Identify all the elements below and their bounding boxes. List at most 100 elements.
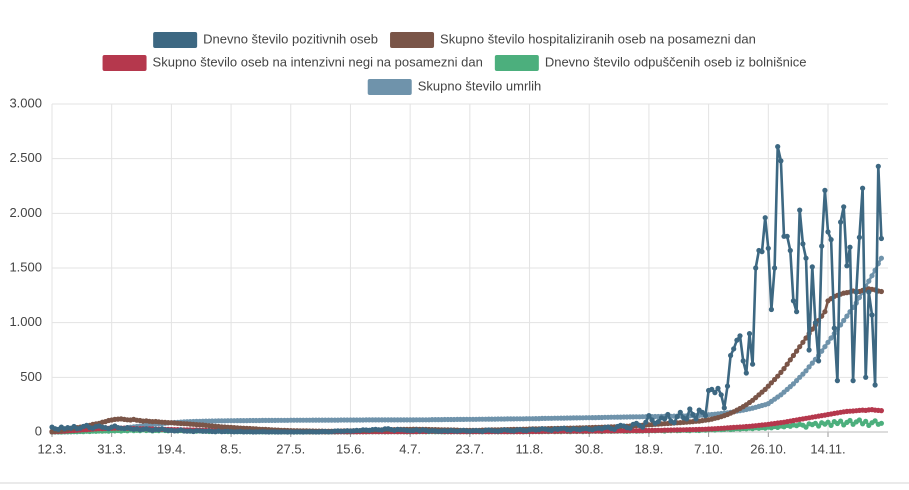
point (778, 369, 784, 375)
point (800, 241, 806, 247)
x-tick-label: 18.9. (634, 441, 663, 456)
x-tick-label: 15.6. (336, 441, 365, 456)
point (875, 163, 881, 169)
point (847, 244, 853, 250)
y-tick-label: 1.500 (9, 259, 42, 274)
point (734, 337, 740, 343)
point (797, 344, 803, 350)
point (816, 423, 822, 429)
x-tick-label: 23.7. (455, 441, 484, 456)
point (768, 380, 775, 386)
point (878, 288, 885, 295)
legend-item: Skupno število oseb na intenzivni negi n… (102, 54, 483, 71)
point (728, 352, 734, 359)
point (828, 422, 834, 428)
x-tick-label: 26.10. (750, 441, 786, 456)
point (765, 245, 771, 251)
point (797, 374, 803, 380)
point (743, 370, 749, 376)
point (794, 309, 800, 315)
legend-label: Skupno število hospitaliziranih oseb na … (440, 31, 756, 46)
y-tick-label: 2.500 (9, 150, 42, 165)
point (844, 313, 850, 319)
point (800, 339, 806, 345)
point (838, 418, 844, 424)
x-tick-label: 11.8. (516, 441, 544, 456)
point (677, 409, 683, 415)
legend-label: Skupno število oseb na intenzivni negi n… (153, 54, 483, 69)
point (803, 424, 809, 430)
point (690, 411, 696, 418)
point (878, 408, 885, 414)
point (866, 278, 872, 284)
point (724, 383, 731, 389)
point (790, 352, 797, 359)
point (627, 425, 633, 431)
point (825, 339, 831, 345)
point (712, 390, 718, 396)
point (853, 289, 859, 295)
legend-label: Dnevno število odpuščenih oseb iz bolniš… (545, 54, 807, 69)
point (838, 219, 844, 225)
point (643, 419, 649, 425)
point (860, 185, 866, 191)
point (806, 347, 812, 353)
point (869, 312, 875, 318)
point (762, 215, 768, 221)
point (822, 344, 828, 350)
point (819, 348, 825, 354)
point (662, 416, 668, 422)
legend-item: Skupno število umrlih (367, 78, 541, 95)
point (844, 263, 850, 269)
point (822, 309, 828, 315)
point (702, 413, 709, 419)
point (841, 204, 847, 210)
point (640, 424, 646, 430)
x-tick-label: 14.11. (810, 441, 845, 456)
y-tick-label: 500 (20, 369, 42, 384)
y-tick-label: 0 (35, 423, 42, 438)
legend-swatch (494, 55, 539, 71)
point (750, 361, 756, 367)
point (784, 233, 790, 239)
point (856, 417, 863, 423)
point (649, 417, 655, 423)
point (787, 357, 793, 363)
point (655, 419, 661, 425)
point (803, 368, 809, 374)
point (834, 378, 841, 384)
legend-swatch (390, 32, 435, 48)
series-line (51, 287, 882, 433)
point (797, 207, 803, 213)
point (809, 264, 815, 270)
y-tick-label: 1.000 (9, 314, 42, 329)
point (715, 385, 721, 391)
point (781, 366, 787, 372)
point (759, 249, 765, 255)
point (778, 158, 784, 164)
x-tick-label: 7.10. (694, 441, 723, 456)
point (693, 416, 699, 422)
point (737, 333, 743, 339)
point (718, 392, 724, 398)
point (772, 376, 778, 383)
point (790, 298, 797, 304)
point (878, 255, 885, 261)
x-tick-label: 12.3. (38, 441, 67, 456)
point (812, 320, 819, 326)
point (753, 265, 759, 271)
legend-swatch (153, 32, 198, 48)
point (775, 144, 781, 150)
point (866, 289, 872, 295)
point (869, 273, 875, 279)
point (800, 371, 806, 377)
point (762, 386, 768, 392)
point (806, 364, 812, 370)
legend-swatch (102, 55, 147, 71)
point (794, 378, 800, 384)
point (740, 358, 746, 364)
point (828, 237, 834, 243)
point (646, 413, 652, 419)
